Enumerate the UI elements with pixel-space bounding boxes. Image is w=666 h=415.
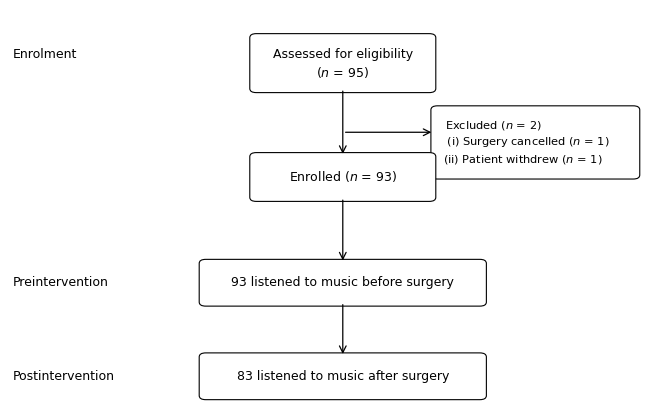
Text: Excluded ($n$ = 2): Excluded ($n$ = 2) [446, 119, 542, 132]
FancyBboxPatch shape [199, 259, 486, 306]
Text: Preintervention: Preintervention [13, 276, 109, 289]
Text: 93 listened to music before surgery: 93 listened to music before surgery [231, 276, 454, 289]
FancyBboxPatch shape [250, 153, 436, 201]
Text: 83 listened to music after surgery: 83 listened to music after surgery [236, 370, 449, 383]
FancyBboxPatch shape [199, 353, 486, 400]
Text: Postintervention: Postintervention [13, 370, 115, 383]
Text: Assessed for eligibility: Assessed for eligibility [273, 48, 413, 61]
Text: Enrolment: Enrolment [13, 49, 77, 61]
Text: (i) Surgery cancelled ($n$ = 1): (i) Surgery cancelled ($n$ = 1) [443, 135, 609, 149]
FancyBboxPatch shape [431, 106, 640, 179]
Text: Enrolled ($n$ = 93): Enrolled ($n$ = 93) [289, 169, 397, 185]
FancyBboxPatch shape [250, 34, 436, 93]
Text: ($n$ = 95): ($n$ = 95) [316, 65, 369, 80]
Text: (ii) Patient withdrew ($n$ = 1): (ii) Patient withdrew ($n$ = 1) [443, 153, 602, 166]
